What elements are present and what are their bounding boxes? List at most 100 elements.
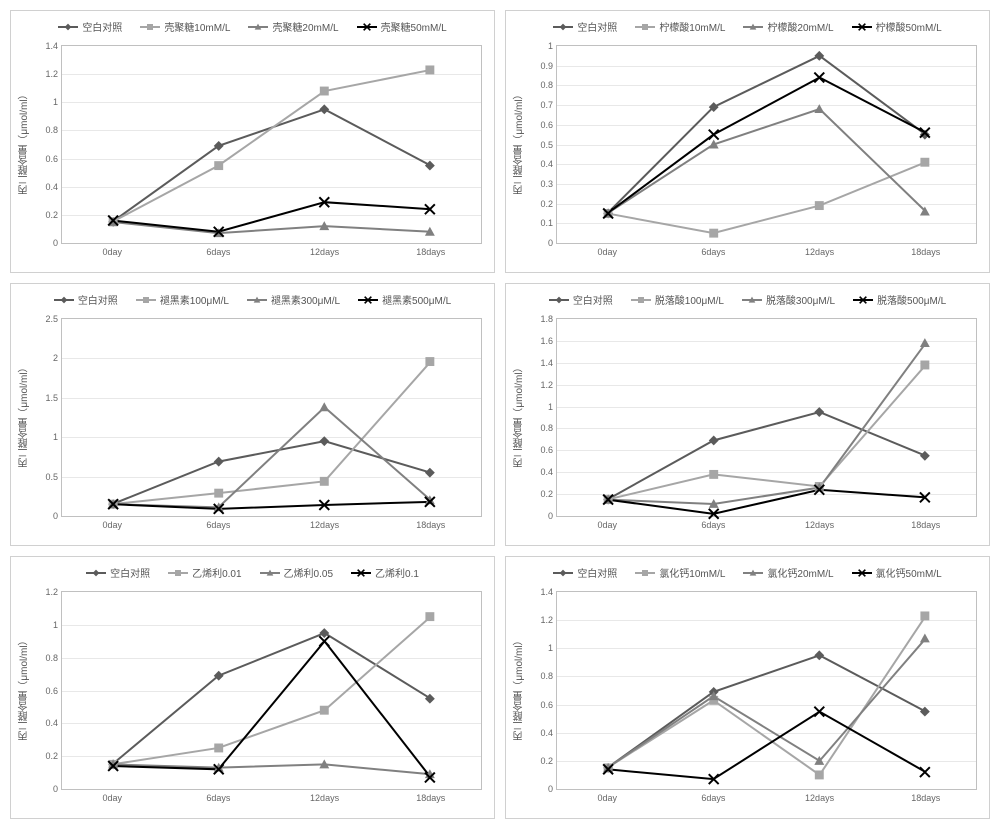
data-marker	[814, 51, 824, 61]
y-tick-label: 0.1	[540, 218, 557, 228]
legend-label: 壳聚糖20mM/L	[272, 19, 338, 34]
legend-marker	[631, 295, 651, 305]
y-tick-label: 0.6	[540, 120, 557, 130]
x-tick-label: 12days	[310, 789, 339, 803]
y-tick-label: 0.2	[540, 489, 557, 499]
legend-marker	[260, 568, 280, 578]
legend-label: 乙烯利0.01	[192, 565, 241, 580]
chart-citric: 空白对照 柠檬酸10mM/L 柠檬酸20mM/L 柠檬酸50mM/L丙二醛含量（…	[505, 10, 990, 273]
x-tick-label: 6days	[701, 516, 725, 530]
y-tick-label: 0.2	[540, 199, 557, 209]
y-axis-label: 丙二醛含量（μmol/ml）	[17, 362, 32, 467]
legend-label: 壳聚糖50mM/L	[381, 19, 447, 34]
legend-label: 柠檬酸10mM/L	[659, 19, 725, 34]
data-marker	[920, 707, 930, 717]
y-tick-label: 0.4	[540, 467, 557, 477]
x-tick-label: 12days	[805, 789, 834, 803]
chart-legend: 空白对照 柠檬酸10mM/L 柠檬酸20mM/L 柠檬酸50mM/L	[506, 11, 989, 38]
data-marker	[920, 130, 930, 140]
legend-item: 柠檬酸10mM/L	[635, 19, 725, 34]
data-marker	[920, 767, 930, 777]
y-tick-label: 0.8	[540, 423, 557, 433]
x-tick-label: 12days	[310, 516, 339, 530]
legend-label: 脱落酸100μM/L	[655, 292, 724, 307]
data-marker	[709, 436, 719, 446]
data-marker	[709, 470, 718, 479]
x-tick-label: 18days	[911, 516, 940, 530]
y-tick-label: 1.2	[45, 587, 62, 597]
legend-label: 乙烯利0.1	[375, 565, 419, 580]
data-marker	[319, 759, 329, 768]
legend-item: 氯化钙20mM/L	[743, 565, 833, 580]
data-marker	[319, 104, 329, 114]
x-tick-label: 6days	[206, 243, 230, 257]
legend-marker	[743, 568, 763, 578]
data-marker	[320, 706, 329, 715]
plot-area: 00.20.40.60.811.21.40day6days12days18day…	[61, 45, 482, 244]
legend-marker	[743, 22, 763, 32]
legend-item: 乙烯利0.01	[168, 565, 241, 580]
y-tick-label: 0.2	[45, 210, 62, 220]
legend-label: 柠檬酸20mM/L	[767, 19, 833, 34]
y-tick-label: 1	[53, 97, 62, 107]
legend-marker	[168, 568, 188, 578]
legend-label: 褪黑素500μM/L	[382, 292, 451, 307]
chart-markers	[62, 592, 481, 789]
chart-legend: 空白对照 乙烯利0.01 乙烯利0.05 乙烯利0.1	[11, 557, 494, 584]
legend-label: 褪黑素100μM/L	[160, 292, 229, 307]
legend-item: 壳聚糖50mM/L	[357, 19, 447, 34]
legend-label: 空白对照	[110, 565, 150, 580]
y-tick-label: 0	[548, 784, 557, 794]
y-tick-label: 0.5	[45, 472, 62, 482]
legend-label: 脱落酸300μM/L	[766, 292, 835, 307]
data-marker	[319, 500, 329, 510]
chart-legend: 空白对照 脱落酸100μM/L 脱落酸300μM/L 脱落酸500μM/L	[506, 284, 989, 311]
legend-item: 脱落酸500μM/L	[853, 292, 946, 307]
legend-label: 柠檬酸50mM/L	[876, 19, 942, 34]
data-marker	[425, 612, 434, 621]
y-tick-label: 0	[53, 238, 62, 248]
chart-markers	[62, 46, 481, 243]
legend-marker	[358, 295, 378, 305]
data-marker	[814, 73, 824, 83]
data-marker	[214, 744, 223, 753]
y-axis-label: 丙二醛含量（μmol/ml）	[17, 89, 32, 194]
legend-marker	[635, 568, 655, 578]
plot-area: 00.511.522.50day6days12days18days	[61, 318, 482, 517]
legend-item: 柠檬酸50mM/L	[852, 19, 942, 34]
y-tick-label: 0.3	[540, 179, 557, 189]
x-tick-label: 18days	[911, 243, 940, 257]
y-tick-label: 0.6	[45, 686, 62, 696]
chart-cacl2: 空白对照 氯化钙10mM/L 氯化钙20mM/L 氯化钙50mM/L丙二醛含量（…	[505, 556, 990, 819]
data-marker	[814, 104, 824, 113]
legend-marker	[248, 22, 268, 32]
legend-label: 脱落酸500μM/L	[877, 292, 946, 307]
legend-item: 脱落酸100μM/L	[631, 292, 724, 307]
chart-markers	[557, 319, 976, 516]
y-tick-label: 1	[53, 432, 62, 442]
legend-marker	[635, 22, 655, 32]
legend-marker	[852, 568, 872, 578]
x-tick-label: 0day	[103, 516, 123, 530]
chart-markers	[557, 46, 976, 243]
data-marker	[815, 201, 824, 210]
chart-markers	[557, 592, 976, 789]
legend-item: 褪黑素100μM/L	[136, 292, 229, 307]
data-marker	[425, 468, 435, 478]
legend-item: 氯化钙50mM/L	[852, 565, 942, 580]
legend-label: 空白对照	[573, 292, 613, 307]
data-marker	[319, 197, 329, 207]
y-tick-label: 1.8	[540, 314, 557, 324]
legend-item: 空白对照	[54, 292, 118, 307]
legend-label: 氯化钙50mM/L	[876, 565, 942, 580]
y-tick-label: 1	[548, 643, 557, 653]
data-marker	[319, 436, 329, 446]
y-tick-label: 0.4	[540, 159, 557, 169]
legend-item: 空白对照	[553, 565, 617, 580]
chart-ethephon: 空白对照 乙烯利0.01 乙烯利0.05 乙烯利0.1丙二醛含量（μmol/ml…	[10, 556, 495, 819]
y-tick-label: 1	[53, 620, 62, 630]
y-tick-label: 0.6	[540, 700, 557, 710]
legend-item: 乙烯利0.05	[260, 565, 333, 580]
data-marker	[920, 492, 930, 502]
y-tick-label: 0.4	[540, 728, 557, 738]
